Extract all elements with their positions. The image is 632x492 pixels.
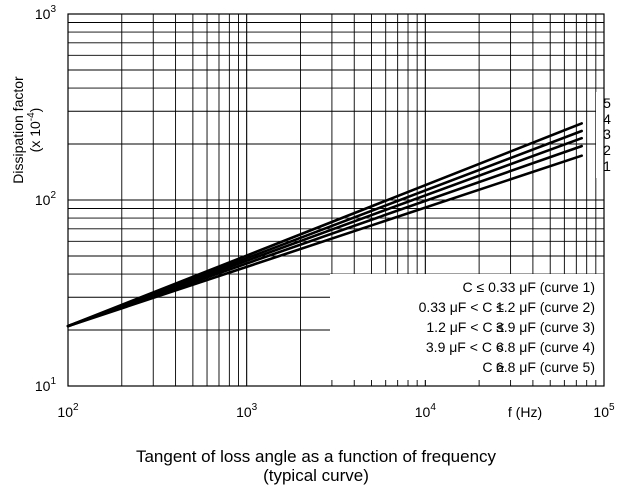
legend-entry-value: C ≤ 0.33 μF (curve 1) [463, 279, 595, 295]
curve-number-bg [596, 92, 618, 178]
x-tick-labels: 102 103 104 105 [57, 402, 615, 420]
x-tick-base: 10 [236, 404, 252, 420]
y-tick-exponent: 2 [50, 190, 56, 201]
curve-label-1: 1 [603, 158, 611, 174]
y-axis-label-prefix: (x 10 [27, 121, 43, 152]
legend-entry-condition: C ≥ [482, 359, 504, 375]
xlabel-bg [492, 402, 556, 432]
x-tick-base: 10 [415, 404, 431, 420]
y-tick-label: 102 [35, 190, 57, 208]
y-axis-label-line2: (x 10-4) [26, 108, 43, 153]
series-line-curve-5 [66, 122, 584, 328]
x-tick-exponent: 5 [609, 402, 615, 413]
curve-label-4: 4 [603, 111, 611, 127]
x-axis-label: f (Hz) [508, 404, 542, 420]
y-axis-label-exponent: -4 [26, 112, 37, 121]
legend: C ≤ 0.33 μF (curve 1)0.33 μF < C ≤1.2 μF… [419, 279, 595, 375]
y-tick-exponent: 1 [50, 376, 56, 387]
x-tick-label: 102 [57, 402, 79, 420]
x-tick-label: 103 [236, 402, 258, 420]
y-tick-base: 10 [35, 378, 51, 394]
legend-entry-condition: 1.2 μF < C ≤ [426, 319, 504, 335]
legend-entry-value: 1.2 μF (curve 2) [496, 299, 595, 315]
y-axis-label: Dissipation factor (x 10-4) [10, 76, 43, 184]
y-tick-exponent: 3 [50, 4, 56, 15]
x-tick-label: 104 [415, 402, 437, 420]
curve-label-3: 3 [603, 126, 611, 142]
y-tick-base: 10 [35, 192, 51, 208]
x-tick-exponent: 4 [430, 402, 436, 413]
x-tick-exponent: 2 [73, 402, 79, 413]
y-axis-label-suffix: ) [27, 108, 43, 113]
x-tick-base: 10 [57, 404, 73, 420]
chart-caption-line2: (typical curve) [263, 466, 369, 485]
plot-frame [67, 13, 605, 387]
x-tick-exponent: 3 [252, 402, 258, 413]
chart-caption-line1: Tangent of loss angle as a function of f… [135, 447, 497, 466]
series-line-curve-1 [66, 154, 584, 328]
legend-entry-condition: 3.9 μF < C < [426, 339, 504, 355]
data-series [66, 122, 584, 328]
curve-label-2: 2 [603, 142, 611, 158]
legend-box [330, 274, 604, 380]
y-tick-label: 103 [35, 4, 57, 22]
legend-entry-condition: 0.33 μF < C ≤ [419, 299, 505, 315]
legend-entry-value: 6.8 μF (curve 5) [496, 359, 595, 375]
x-tick-base: 10 [593, 404, 609, 420]
legend-entry-value: 3.9 μF (curve 3) [496, 319, 595, 335]
y-tick-base: 10 [35, 6, 51, 22]
x-tick-label: 105 [593, 402, 615, 420]
y-axis-label-line1: Dissipation factor [10, 76, 26, 184]
curve-label-5: 5 [603, 95, 611, 111]
legend-entry-value: 6.8 μF (curve 4) [496, 339, 595, 355]
y-tick-label: 101 [35, 376, 57, 394]
